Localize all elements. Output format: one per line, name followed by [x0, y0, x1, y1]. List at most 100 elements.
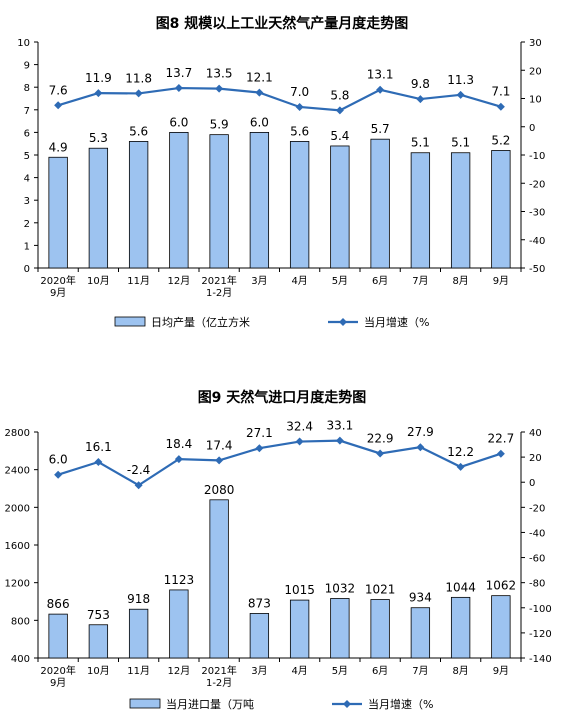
- chart2-category-label: 12月: [168, 665, 191, 677]
- chart2-bar-label: 1123: [164, 573, 195, 587]
- chart1-category-label: 1-2月: [206, 287, 232, 299]
- chart2-legend-bar-label: 当月进口量（万吨: [166, 697, 254, 711]
- chart1-category-label: 2021年: [201, 274, 236, 287]
- chart2-right-tick-label: -60: [529, 554, 545, 565]
- chart2-left-tick-label: 1600: [5, 541, 30, 552]
- chart2-line-label: -2.4: [127, 463, 150, 477]
- chart2-right-tick-label: 20: [529, 453, 542, 464]
- chart1-line-label: 11.3: [447, 73, 474, 87]
- chart2-legend-bar-swatch: [129, 698, 161, 709]
- chart1-line-point: [94, 89, 103, 98]
- chart1-right-tick-label: -20: [529, 179, 545, 190]
- chart1-line-point: [215, 84, 224, 93]
- chart1-line-point: [54, 101, 63, 110]
- chart2-line-label: 22.9: [367, 431, 394, 445]
- chart2-right-tick-label: 0: [529, 478, 535, 489]
- chart2-bar: [48, 613, 68, 659]
- chart2-bar: [128, 608, 149, 659]
- chart2-line-point: [496, 449, 505, 458]
- chart2-category-label: 2020年: [40, 664, 75, 677]
- chart1-category-label: 8月: [452, 275, 468, 287]
- chart1-bar: [450, 152, 471, 269]
- chart1-bar-label: 5.2: [491, 133, 510, 147]
- chart2-left-tick-label: 2400: [5, 466, 30, 477]
- chart2-category-label: 2021年: [201, 664, 236, 677]
- chart2-bar-label: 1021: [365, 583, 396, 597]
- chart1-left-tick-label: 10: [17, 38, 30, 49]
- chart2-category-label: 5月: [332, 665, 348, 677]
- chart1-left-tick-label: 6: [24, 128, 30, 139]
- chart2-bar-label: 918: [127, 592, 150, 606]
- chart2-line-point: [255, 444, 264, 453]
- chart1-left-tick-label: 7: [24, 106, 30, 117]
- chart2-category-label: 1-2月: [206, 677, 232, 689]
- chart2-legend: 当月进口量（万吨 当月增速（%: [129, 697, 433, 711]
- chart1-bar: [209, 134, 229, 269]
- chart2-line-label: 17.4: [206, 438, 233, 452]
- chart1-bar: [169, 131, 189, 269]
- chart2-category-label: 9月: [50, 677, 66, 689]
- chart1-bar: [48, 156, 68, 269]
- chart1-bar: [410, 152, 431, 269]
- chart1-left-tick-label: 0: [24, 264, 30, 275]
- chart1-left-tick-label: 3: [24, 196, 30, 207]
- chart1-right-tick-label: 10: [529, 95, 542, 106]
- chart1-category-label: 9月: [493, 275, 509, 287]
- chart1-bar: [249, 131, 270, 269]
- chart2-line-point: [94, 458, 103, 467]
- chart1-bar-label: 5.6: [290, 124, 309, 138]
- chart1-bar-label: 5.6: [129, 124, 148, 138]
- chart2-bar-label: 1062: [486, 579, 517, 593]
- chart-gas-production: 图8 规模以上工业天然气产量月度走势图 0 1 2 3 4 5 6 7 8 9 10 -50 -40 -30…: [17, 15, 545, 329]
- chart2-bar-label: 2080: [204, 483, 235, 497]
- chart1-right-tick-label: -10: [529, 151, 545, 162]
- chart2-bar-label: 873: [248, 596, 271, 610]
- chart2-category-label: 4月: [291, 665, 307, 677]
- chart1-line-label: 13.7: [166, 66, 193, 80]
- chart1-line-label: 11.9: [85, 71, 112, 85]
- chart1-line-label: 7.6: [49, 83, 68, 97]
- chart1-bar-label: 5.4: [330, 129, 349, 143]
- chart1-bar-label: 5.1: [411, 136, 430, 150]
- chart2-line-point: [335, 436, 344, 445]
- chart2-line-point: [215, 456, 224, 465]
- chart1-line-label: 9.8: [411, 77, 430, 91]
- chart1-left-tick-label: 2: [24, 219, 30, 230]
- chart1-legend-line-label: 当月增速（%: [364, 315, 429, 329]
- chart2-bar: [410, 607, 431, 659]
- chart1-bar-label: 5.3: [89, 131, 108, 145]
- chart1-category-label: 11月: [127, 275, 150, 287]
- chart1-right-tick-label: 0: [529, 123, 535, 134]
- chart2-category-label: 8月: [452, 665, 468, 677]
- chart1-legend-bar-swatch: [114, 316, 146, 327]
- chart2-bar: [209, 499, 229, 659]
- chart1-category-label: 9月: [50, 287, 66, 299]
- chart1-line-point: [174, 84, 183, 93]
- chart1-left-tick-label: 4: [24, 174, 30, 185]
- chart2-bar: [88, 624, 109, 659]
- chart1-bar: [330, 145, 350, 269]
- chart2-bar-label: 866: [47, 597, 70, 611]
- chart2-line-label: 32.4: [286, 420, 313, 434]
- chart2-bar: [289, 599, 310, 659]
- chart1-line-point: [376, 85, 385, 94]
- chart2-line-label: 6.0: [49, 453, 68, 467]
- chart2-line-label: 16.1: [85, 440, 112, 454]
- chart1-left-tick-label: 9: [24, 61, 30, 72]
- chart2-category-label: 7月: [412, 665, 428, 677]
- chart1-bar: [491, 150, 511, 269]
- chart2-line-label: 22.7: [488, 432, 515, 446]
- chart1-right-tick-label: 30: [529, 38, 542, 49]
- chart1-category-label: 6月: [372, 275, 388, 287]
- chart1-category-label: 5月: [332, 275, 348, 287]
- chart2-right-tick-label: 40: [529, 428, 542, 439]
- chart1-category-label: 7月: [412, 275, 428, 287]
- chart2-bar: [450, 596, 471, 659]
- chart2-right-tick-label: -20: [529, 503, 545, 514]
- chart2-line-label: 33.1: [327, 419, 354, 433]
- chart1-line-label: 7.0: [290, 85, 309, 99]
- chart2-line-point: [54, 470, 63, 479]
- chart1-category-label: 4月: [291, 275, 307, 287]
- chart2-line-series: [57, 439, 502, 487]
- chart2-bar-label: 1044: [445, 580, 476, 594]
